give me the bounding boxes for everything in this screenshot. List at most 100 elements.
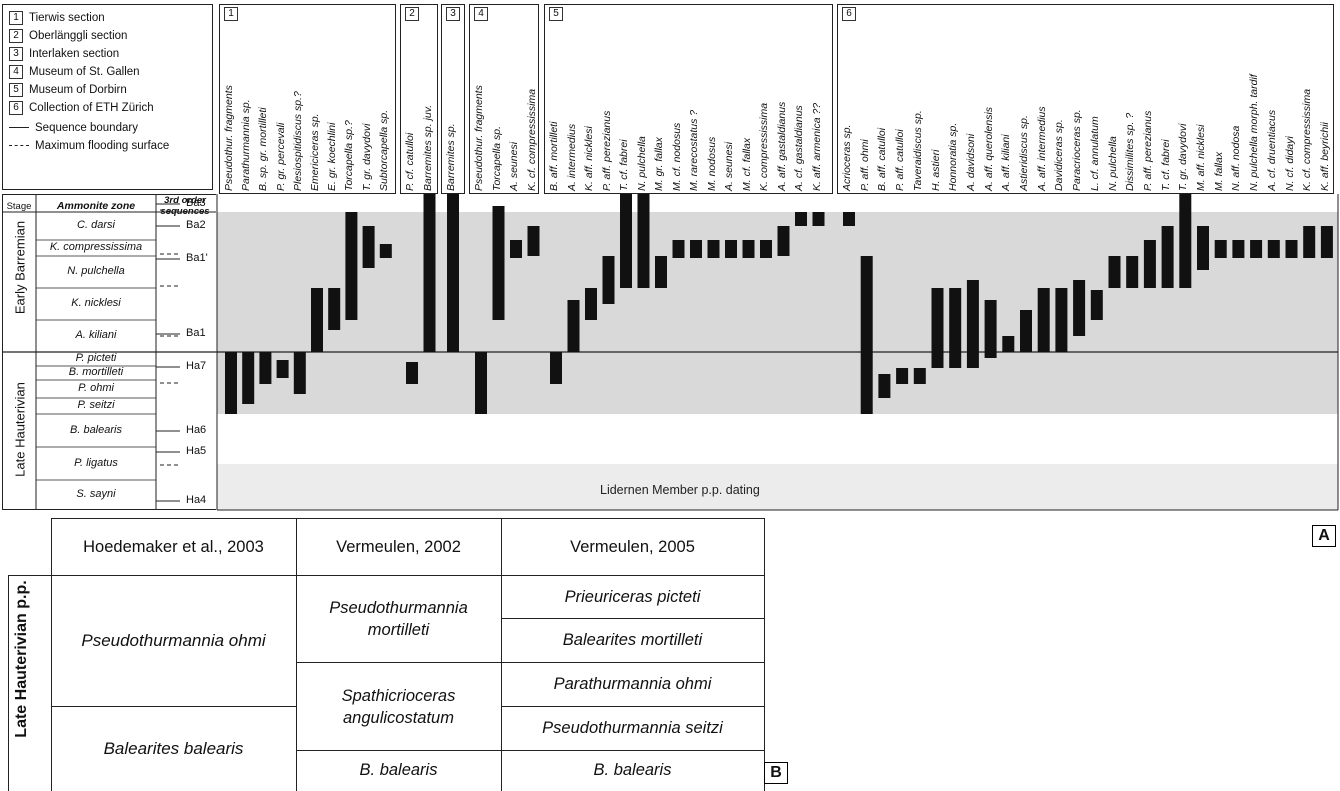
zonation-table: Hoedemaker et al., 2003 Vermeulen, 2002 … (8, 518, 765, 791)
section-number: 5 (549, 7, 563, 21)
range-bar (725, 240, 737, 258)
zone-label: P. seitzi (77, 399, 115, 411)
zone-label: K. nicklesi (71, 297, 121, 309)
zone-label: A. kiliani (75, 329, 117, 341)
sequence-label: Ba1 (186, 327, 206, 339)
stage-label-b: Late Hauterivian p.p. (13, 580, 30, 738)
sequence-label: Ba1' (186, 252, 208, 264)
section-number: 1 (224, 7, 238, 21)
sequence-label: Ha5 (186, 445, 207, 457)
range-bar (345, 212, 358, 320)
zone-cell: Spathicrioceras angulicostatum (295, 662, 502, 751)
range-bar (276, 360, 289, 378)
panel-label-b: B (764, 762, 788, 784)
sequence-label: Ba2 (186, 219, 206, 231)
stage-cell (8, 575, 52, 791)
col-header: Vermeulen, 2005 (500, 518, 765, 576)
section-number: 3 (446, 7, 460, 21)
range-bar (655, 256, 667, 288)
range-bar (1126, 256, 1139, 288)
legend-item: 5 Museum of Dorbirn (9, 83, 127, 101)
range-bar (1161, 226, 1174, 288)
section-box-1: 1 Pseudothur. fragments Parathurmannia sp.… (219, 4, 396, 194)
range-bar (1303, 226, 1316, 258)
zone-label: B. balearis (70, 423, 122, 436)
stage-header: Stage (6, 201, 32, 212)
range-bar (878, 374, 891, 398)
range-bar (1232, 240, 1245, 258)
range-bar (742, 240, 755, 258)
range-bar (225, 352, 237, 414)
range-bar (293, 352, 306, 394)
sequence-label: Ha4 (186, 494, 207, 506)
range-bar (690, 240, 702, 258)
range-bar (1197, 226, 1209, 270)
range-bar (966, 280, 979, 368)
zone-cell: Pseudothurmannia seitzi (500, 706, 765, 751)
col-header: Hoedemaker et al., 2003 (50, 518, 297, 576)
zone-label: P. picteti (75, 352, 117, 364)
range-bar (1285, 240, 1298, 258)
zone-label: K. compressissima (49, 241, 143, 253)
range-bar (475, 352, 487, 414)
range-bar (527, 226, 540, 256)
range-bar (1002, 336, 1015, 352)
range-bar (672, 240, 685, 258)
zone-label: P. ligatus (74, 456, 118, 469)
section-number: 4 (474, 7, 488, 21)
zone-label: S. sayni (76, 488, 116, 500)
range-bar (1267, 240, 1280, 258)
range-bar (550, 352, 562, 384)
range-bar (311, 288, 323, 352)
zone-cell: Pseudothurmannia mortilleti (295, 575, 502, 663)
section-box-5: 5 B. aff. mortilleti A. intermedius K. aff.… (544, 4, 833, 194)
zone-header: Ammonite zone (56, 200, 136, 212)
range-bar (949, 288, 962, 368)
range-bar (1250, 240, 1263, 258)
section-box-3: 3 Barremites sp. (441, 4, 465, 194)
section-box-6: 6 Acrioceras sp. P. aff. ohmi B. aff. catul… (837, 4, 1334, 194)
legend-item: 1 Tierwis section (9, 11, 105, 29)
range-bar (423, 194, 436, 352)
col-header: Vermeulen, 2002 (295, 518, 502, 576)
range-bar (242, 352, 255, 404)
range-bar (707, 240, 720, 258)
legend-item: 6 Collection of ETH Zürich (9, 101, 154, 119)
range-bar (492, 206, 505, 320)
section-box-2: 2 P. cf. catulloi Barremites sp. juv. (400, 4, 438, 194)
range-bar (362, 226, 375, 268)
range-bar (602, 256, 615, 304)
zone-cell: Pseudothurmannia ohmi (50, 575, 297, 707)
panel-label-a: A (1312, 525, 1336, 547)
range-bar (896, 368, 909, 384)
zone-cell: Parathurmannia ohmi (500, 662, 765, 707)
lidernen-label: Lidernen Member p.p. dating (600, 483, 760, 497)
section-number: 6 (842, 7, 856, 21)
range-bar (760, 240, 772, 258)
zone-cell: Balearites mortilleti (500, 618, 765, 663)
range-bar (1020, 310, 1032, 352)
section-number: 2 (405, 7, 419, 21)
zone-label: P. ohmi (78, 382, 114, 394)
zone-label: N. pulchella (67, 265, 125, 277)
lidernen-band (217, 464, 1338, 510)
range-bar (328, 288, 341, 330)
range-bar (931, 288, 944, 368)
range-bar (379, 244, 392, 258)
range-bar (1214, 240, 1227, 258)
legend-sequence-boundary: Sequence boundary (9, 121, 138, 139)
range-bar (777, 226, 790, 256)
zone-cell: B. balearis (295, 750, 502, 791)
range-bar (843, 212, 855, 226)
range-bar (1073, 280, 1086, 336)
zone-cell: B. balearis (500, 750, 765, 791)
sequence-label: Ha6 (186, 424, 207, 436)
range-bar (913, 368, 926, 384)
zone-cell: Prieuriceras picteti (500, 575, 765, 619)
range-bar (812, 212, 825, 226)
range-bar (406, 362, 418, 384)
range-bar (860, 256, 873, 414)
range-bar (637, 194, 650, 288)
